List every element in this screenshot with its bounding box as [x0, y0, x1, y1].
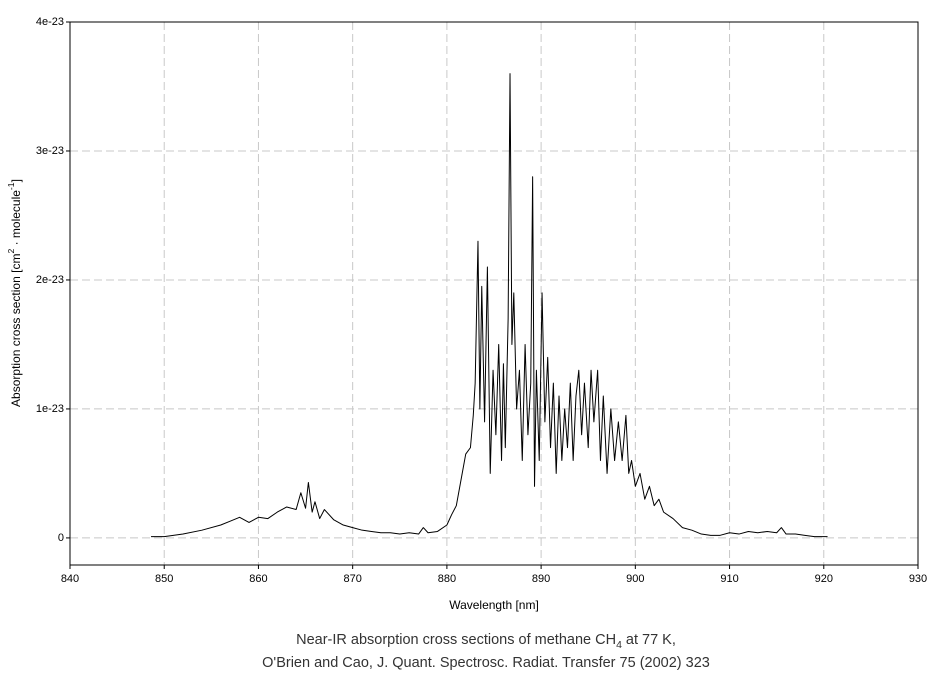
plot-frame: [69, 21, 919, 566]
text-part: ]: [9, 179, 23, 182]
script-text: 4: [616, 640, 622, 651]
y-tick-label: 3e-23: [36, 145, 64, 157]
plot-area: [70, 22, 918, 565]
spectrum-line: [151, 73, 828, 538]
x-tick-label: 880: [438, 573, 456, 585]
text-part: Absorption cross section [cm: [9, 254, 23, 407]
x-tick-label: 910: [720, 573, 738, 585]
text-part: Near-IR absorption cross sections of met…: [296, 632, 616, 648]
y-tick-label: 2e-23: [36, 274, 64, 286]
y-tick-label: 4e-23: [36, 16, 64, 28]
data-layer: [151, 73, 828, 538]
script-text: -1: [6, 182, 16, 190]
text-part: at 77 K,: [622, 632, 676, 648]
x-tick-label: 870: [343, 573, 361, 585]
x-tick-label: 850: [155, 573, 173, 585]
script-text: 2: [6, 249, 16, 254]
x-tick-label: 920: [815, 573, 833, 585]
x-tick-label: 900: [626, 573, 644, 585]
caption-line: O'Brien and Cao, J. Quant. Spectrosc. Ra…: [262, 655, 710, 671]
text-part: O'Brien and Cao, J. Quant. Spectrosc. Ra…: [262, 655, 710, 671]
x-tick-label: 930: [909, 573, 927, 585]
caption-line: Near-IR absorption cross sections of met…: [296, 632, 676, 651]
y-tick-label: 1e-23: [36, 403, 64, 415]
text-part: · molecule: [9, 190, 23, 249]
x-tick-label: 840: [61, 573, 79, 585]
y-axis-label: Absorption cross section [cm2 · molecule…: [6, 179, 23, 407]
x-tick-label: 860: [249, 573, 267, 585]
x-tick-label: 890: [532, 573, 550, 585]
y-tick-label: 0: [58, 532, 64, 544]
x-axis-label: Wavelength [nm]: [449, 598, 539, 612]
